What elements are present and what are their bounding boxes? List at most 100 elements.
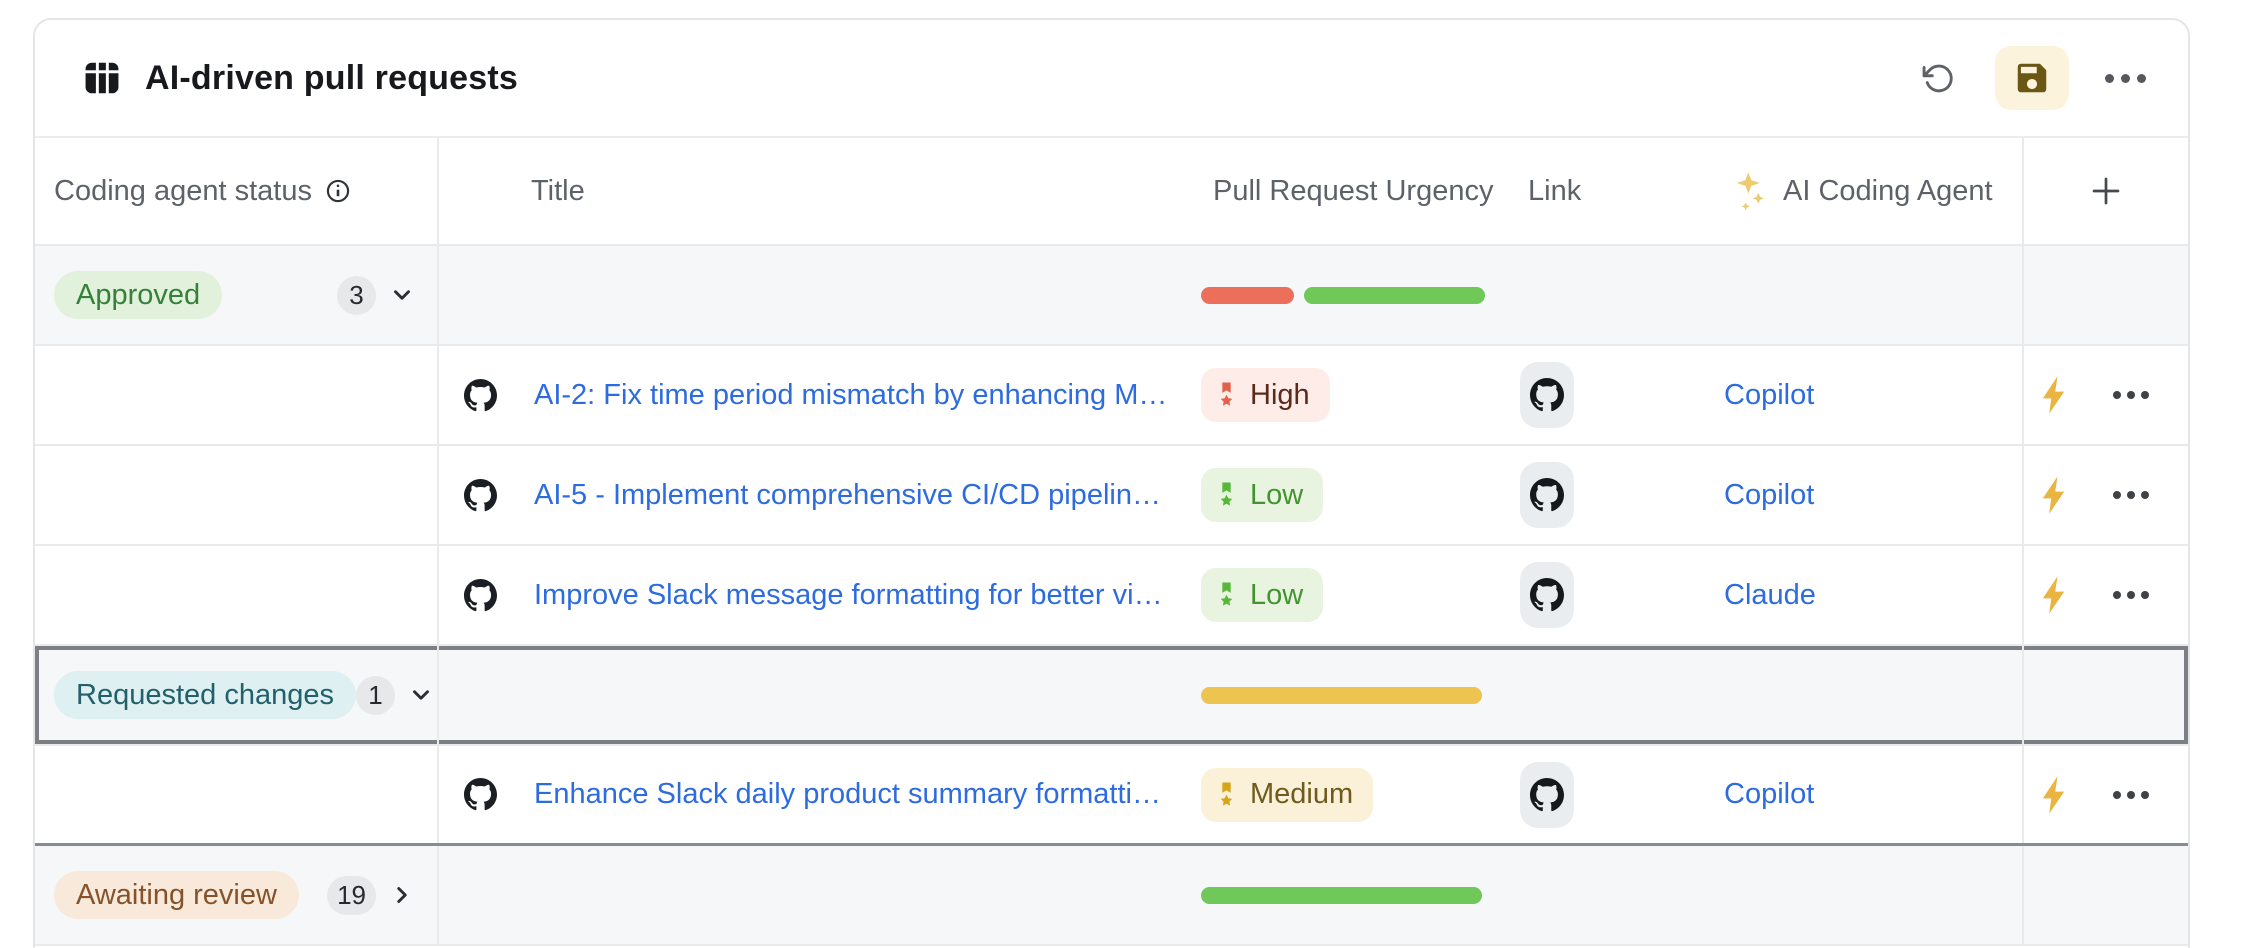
row-more-icon[interactable] [2113,391,2149,399]
github-link-button[interactable] [1520,362,1574,428]
row-status-cell [35,746,439,843]
urgency-badge-low[interactable]: Low [1201,468,1324,522]
pr-title-link[interactable]: Improve Slack message formatting for bet… [534,578,1163,611]
medal-icon [1214,481,1239,509]
column-header-agent[interactable]: AI Coding Agent [1724,138,2022,244]
pr-title-link[interactable]: AI-5 - Implement comprehensive CI/CD pip… [534,478,1161,511]
row-more-icon[interactable] [2113,591,2149,599]
medal-icon [1214,381,1239,409]
github-icon [464,478,497,512]
github-icon [1530,378,1564,412]
urgency-badge-low[interactable]: Low [1201,568,1324,622]
urgency-label: High [1250,378,1310,411]
urgency-summary-bars [1201,286,1485,304]
page-title: AI-driven pull requests [145,58,519,97]
group-count-badge: 19 [327,875,376,915]
header-actions [1922,46,2146,110]
group-count-badge: 1 [355,675,395,715]
group-extra-cell [2022,846,2188,944]
group-status-cell: Requested changes 1 [35,646,439,744]
row-status-cell [35,546,439,644]
card-header: AI-driven pull requests [35,20,2188,138]
urgency-label: Medium [1250,778,1354,810]
urgency-summary-bars [1201,686,1482,704]
sparkles-icon [1735,171,1767,211]
github-icon [1530,578,1564,612]
column-header-urgency[interactable]: Pull Request Urgency [1213,174,1494,207]
github-link-button[interactable] [1520,761,1574,828]
row-status-cell [35,346,439,444]
urgency-label: Low [1250,478,1304,511]
group-main-cell [439,646,2022,744]
group-row-requested-changes[interactable]: Requested changes 1 [35,646,2188,746]
medal-icon [1214,581,1239,609]
group-row-approved[interactable]: Approved 3 [35,246,2188,346]
lightning-icon[interactable] [2040,375,2067,415]
group-extra-cell [2022,246,2188,344]
github-icon [464,778,497,811]
chevron-down-icon[interactable] [408,682,434,708]
urgency-summary-bars [1201,886,1482,904]
github-icon [1530,777,1564,812]
column-header-status[interactable]: Coding agent status [35,138,439,244]
urgency-badge-medium[interactable]: Medium [1201,767,1374,822]
chevron-right-icon[interactable] [389,882,415,908]
row-actions-cell [2022,446,2188,544]
status-pill-awaiting-review[interactable]: Awaiting review [54,871,299,919]
lightning-icon[interactable] [2040,475,2067,515]
column-header-link[interactable]: Link [1528,174,1582,207]
status-pill-requested-changes[interactable]: Requested changes [54,671,356,719]
group-main-cell [439,246,2022,344]
table-grid-icon [85,62,119,94]
column-header-title[interactable]: Title [531,174,585,207]
agent-link[interactable]: Copilot [1724,478,1815,511]
save-icon [2013,59,2051,97]
status-pill-approved[interactable]: Approved [54,271,223,319]
plus-icon [2088,173,2124,209]
table-row[interactable]: AI-2: Fix time period mismatch by enhanc… [35,346,2188,446]
agent-link[interactable]: Claude [1724,578,1816,611]
column-header-row: Coding agent status Title Pull Request U… [35,138,2188,246]
chevron-down-icon[interactable] [389,282,415,308]
pr-title-link[interactable]: Enhance Slack daily product summary form… [534,778,1161,810]
more-options-icon[interactable] [2105,73,2146,83]
group-extra-cell [2022,646,2188,744]
undo-icon[interactable] [1922,62,1955,95]
medal-icon [1214,781,1239,809]
table-row[interactable]: AI-5 - Implement comprehensive CI/CD pip… [35,446,2188,546]
lightning-icon[interactable] [2040,775,2067,815]
github-link-button[interactable] [1520,462,1574,528]
group-count-badge: 3 [337,275,376,315]
row-actions-cell [2022,546,2188,644]
github-link-button[interactable] [1520,562,1574,628]
agent-link[interactable]: Copilot [1724,778,1815,810]
table-body: Approved 3 AI-2: Fix time period mismatc… [35,246,2188,946]
pr-title-link[interactable]: AI-2: Fix time period mismatch by enhanc… [534,378,1168,411]
group-status-cell: Approved 3 [35,246,439,344]
row-status-cell [35,446,439,544]
github-icon [464,378,497,412]
row-main-cell: Improve Slack message formatting for bet… [439,546,2022,644]
row-main-cell: AI-2: Fix time period mismatch by enhanc… [439,346,2022,444]
grid-card: AI-driven pull requests [33,18,2190,948]
github-icon [464,578,497,612]
group-row-awaiting-review[interactable]: Awaiting review 19 [35,846,2188,946]
info-icon[interactable] [325,178,351,204]
row-more-icon[interactable] [2113,790,2149,799]
urgency-badge-high[interactable]: High [1201,368,1330,422]
group-main-cell [439,846,2022,944]
github-icon [1530,478,1564,512]
row-more-icon[interactable] [2113,491,2149,499]
table-row[interactable]: Improve Slack message formatting for bet… [35,546,2188,646]
group-status-cell: Awaiting review 19 [35,846,439,944]
row-actions-cell [2022,346,2188,444]
agent-link[interactable]: Copilot [1724,378,1815,411]
save-button[interactable] [1995,46,2069,110]
lightning-icon[interactable] [2040,575,2067,615]
table-row[interactable]: Enhance Slack daily product summary form… [35,746,2188,846]
urgency-label: Low [1250,578,1304,611]
row-main-cell: AI-5 - Implement comprehensive CI/CD pip… [439,446,2022,544]
add-column-button[interactable] [2022,138,2188,244]
row-main-cell: Enhance Slack daily product summary form… [439,746,2022,843]
